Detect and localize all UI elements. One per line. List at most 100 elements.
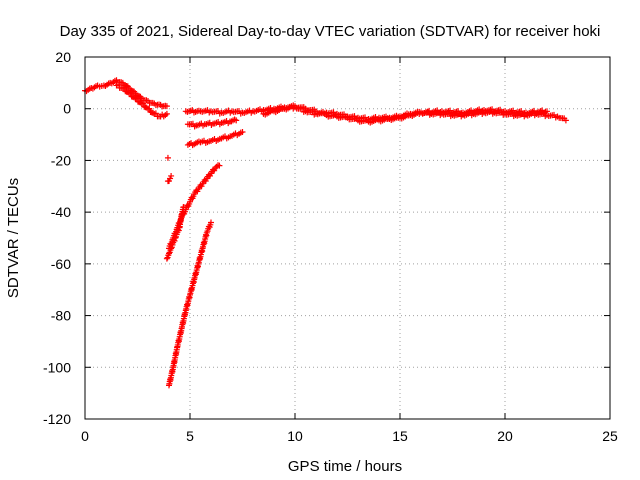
y-tick-label: -60 [51, 256, 71, 272]
series-8 [184, 128, 246, 149]
data-point-run [199, 107, 213, 116]
data-point-run [121, 84, 131, 96]
data-point-run [168, 237, 178, 251]
data-point-run [367, 116, 381, 126]
x-axis-label: GPS time / hours [288, 458, 402, 475]
data-point-run [377, 115, 391, 125]
data-point-run [346, 115, 360, 123]
y-axis-label: SDTVAR / TECUs [5, 178, 22, 298]
data-point [166, 250, 172, 257]
data-point-run [159, 102, 169, 110]
data-point-run [173, 226, 182, 240]
data-point-run [262, 107, 276, 118]
data-point-run [213, 162, 221, 170]
data-point-run [200, 176, 209, 185]
data-point-run [133, 95, 144, 106]
data-point-run [440, 107, 465, 117]
y-tick-label: -120 [43, 411, 71, 427]
data-point-run [545, 111, 559, 121]
data-point-run [139, 100, 150, 111]
data-point-run [419, 107, 444, 117]
series-7 [164, 154, 171, 161]
data-point-run [184, 107, 202, 116]
data-point [168, 245, 175, 252]
data-point-run [314, 110, 328, 117]
data-point-run [164, 252, 172, 261]
data-point-run [146, 99, 156, 106]
series-3 [166, 162, 223, 252]
x-tick-label: 0 [81, 428, 89, 444]
x-tick-label: 10 [287, 428, 303, 444]
data-point [172, 235, 179, 241]
data-point-run [209, 107, 223, 117]
data-point-run [83, 85, 93, 95]
data-point-run [335, 113, 349, 121]
data-point [544, 108, 550, 115]
series-5 [163, 203, 187, 262]
data-point-run [556, 114, 568, 122]
plot-frame [84, 56, 611, 420]
data-point-run [409, 108, 423, 119]
y-tick-label: -100 [43, 359, 71, 375]
data-point-run [186, 138, 202, 149]
data-point [168, 172, 175, 179]
y-tick-label: -80 [51, 308, 71, 324]
data-point-run [325, 112, 339, 120]
data-point-run [503, 107, 528, 117]
x-tick-label: 5 [186, 428, 194, 444]
data-point-run [482, 106, 507, 116]
data-point-run [178, 309, 189, 330]
x-tick-label: 25 [602, 428, 618, 444]
data-series [82, 77, 569, 389]
data-point-run [186, 120, 198, 130]
data-point-run [230, 129, 244, 139]
series-4 [166, 219, 214, 389]
data-point-run [102, 80, 112, 89]
data-point-run [388, 113, 402, 124]
data-point-run [283, 102, 297, 113]
data-point-run [356, 117, 370, 125]
y-tick-label: -40 [51, 204, 71, 220]
data-point-run [140, 97, 150, 104]
data-point-run [196, 182, 205, 190]
data-point [233, 117, 240, 124]
data-point-run [166, 247, 174, 256]
data-point [163, 103, 170, 110]
data-point-run [241, 107, 255, 116]
x-tick-label: 20 [497, 428, 513, 444]
data-point-run [293, 104, 307, 111]
axis-ticks: 0 5 10 15 20 25 20 0 -20 -40 -60 -80 -100 -120 [43, 49, 618, 444]
data-point-run [272, 104, 286, 116]
data-point-run [230, 107, 244, 117]
data-point-run [174, 327, 185, 348]
data-point-run [204, 171, 213, 180]
data-point [180, 203, 187, 210]
data-point-run [209, 166, 218, 175]
data-point-run [461, 106, 486, 117]
y-tick-label: 0 [63, 101, 71, 117]
x-tick-label: 15 [392, 428, 408, 444]
data-point-run [89, 83, 100, 92]
y-tick-label: -20 [51, 152, 71, 168]
y-tick-label: 20 [55, 49, 71, 65]
data-point-run [152, 101, 163, 109]
data-point-run [203, 119, 215, 129]
data-point-run [304, 106, 318, 114]
data-point-run [204, 221, 214, 235]
data-point-run [524, 107, 549, 117]
data-point [208, 219, 214, 226]
data-point [239, 128, 246, 135]
data-point-run [96, 83, 105, 90]
data-point-run [115, 81, 125, 91]
series-11 [260, 102, 550, 126]
chart-title: Day 335 of 2021, Sidereal Day-to-day VTE… [60, 23, 601, 40]
series-6 [164, 172, 175, 185]
data-point [562, 117, 569, 124]
data-point-run [187, 193, 197, 203]
data-point-run [220, 107, 234, 116]
data-point-run [159, 111, 169, 120]
data-point-run [192, 187, 201, 196]
data-point-run [166, 366, 176, 387]
